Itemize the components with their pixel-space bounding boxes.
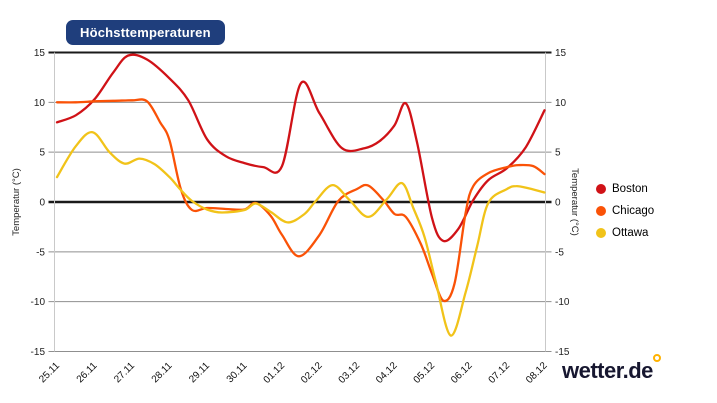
legend-item-ottawa: Ottawa xyxy=(596,227,654,239)
y-tick-label-left: 5 xyxy=(39,148,45,159)
legend-item-chicago: Chicago xyxy=(596,205,654,217)
x-tick-label: 08.12 xyxy=(524,360,550,386)
x-tick-label: 05.12 xyxy=(412,360,438,386)
chart-line-ottawa xyxy=(55,131,546,337)
x-tick-label: 07.12 xyxy=(487,360,513,386)
x-tick-label: 01.12 xyxy=(262,360,288,386)
chart-line-chicago xyxy=(55,98,546,303)
logo-ring-icon xyxy=(652,354,661,362)
x-tick-label: 29.11 xyxy=(187,360,212,385)
y-tick-label-left: 10 xyxy=(34,98,46,109)
legend-item-label: Ottawa xyxy=(612,227,649,239)
y-axis-title-right: Temperatur (°C) xyxy=(569,168,580,236)
x-tick-label: 30.11 xyxy=(225,360,250,385)
y-tick-label-right: -10 xyxy=(555,297,570,308)
legend-dot-icon xyxy=(596,228,606,238)
legend-item-boston: Boston xyxy=(596,183,654,195)
y-tick-label-left: -5 xyxy=(36,247,45,258)
legend-item-label: Boston xyxy=(612,183,648,195)
legend-item-label: Chicago xyxy=(612,205,655,217)
x-tick-label: 03.12 xyxy=(337,360,363,386)
x-tick-label: 27.11 xyxy=(112,360,137,385)
y-tick-label-right: -15 xyxy=(555,347,570,358)
legend-dot-icon xyxy=(596,206,606,216)
x-tick-label: 04.12 xyxy=(374,360,400,386)
legend-dot-icon xyxy=(596,184,606,194)
y-tick-label-left: -10 xyxy=(31,297,46,308)
x-tick-label: 02.12 xyxy=(299,360,325,386)
brand-logo-text: wetter.de xyxy=(562,358,653,383)
x-tick-label: 25.11 xyxy=(37,360,62,385)
x-tick-label: 06.12 xyxy=(449,360,475,386)
y-tick-label-left: -15 xyxy=(31,347,46,358)
y-tick-label-right: -5 xyxy=(555,247,564,258)
title-badge: Höchsttemperaturen xyxy=(66,20,225,45)
y-tick-label-right: 10 xyxy=(555,98,567,109)
chart-line-boston xyxy=(55,53,546,243)
y-axis-title-left: Temperatur (°C) xyxy=(11,168,22,236)
y-tick-label-right: 0 xyxy=(555,198,561,209)
y-tick-label-right: 5 xyxy=(555,148,561,159)
y-tick-label-right: 15 xyxy=(555,48,567,59)
brand-logo[interactable]: wetter.de xyxy=(562,354,661,384)
temperature-chart: 15 15 10 10 5 5 0 0 -5 -5 -10 -10 -15 -15 25.11 26.11 27… xyxy=(11,48,580,386)
x-tick-label: 26.11 xyxy=(75,360,100,385)
y-tick-label-left: 15 xyxy=(34,48,46,59)
x-tick-label: 28.11 xyxy=(150,360,175,385)
legend: Boston Chicago Ottawa xyxy=(596,183,654,249)
y-tick-label-left: 0 xyxy=(39,198,45,209)
